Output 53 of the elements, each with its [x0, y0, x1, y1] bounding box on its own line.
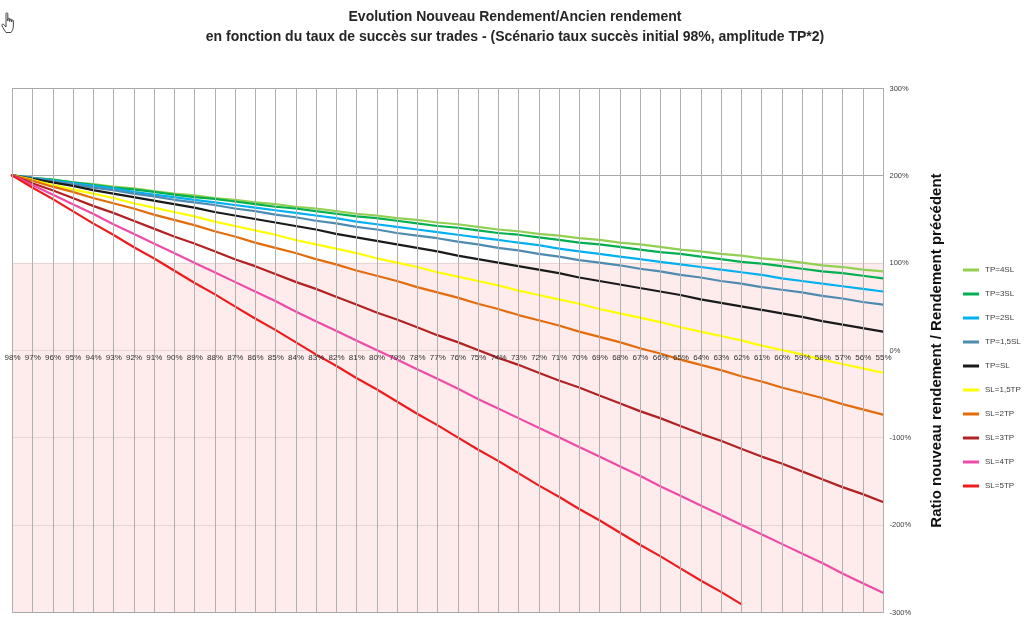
x-tick-label: 56%	[855, 352, 872, 362]
x-tick-label: 71%	[551, 352, 568, 362]
legend-label: SL=4TP	[985, 457, 1015, 466]
x-tick-label: 77%	[429, 352, 446, 362]
legend-label: SL=2TP	[985, 409, 1015, 418]
legend-label: TP=2SL	[985, 313, 1015, 322]
legend-label: TP=SL	[985, 361, 1011, 370]
x-tick-label: 72%	[531, 352, 548, 362]
y-axis-title: Ratio nouveau rendement / Rendement précédent	[926, 173, 944, 528]
x-tick-label: 57%	[834, 352, 851, 362]
legend-label: TP=4SL	[985, 265, 1015, 274]
x-tick-label: 75%	[470, 352, 487, 362]
x-tick-label: 92%	[126, 352, 143, 362]
x-tick-label: 98%	[4, 352, 21, 362]
legend-label: TP=3SL	[985, 289, 1015, 298]
x-tick-label: 97%	[24, 352, 41, 362]
legend-label: SL=5TP	[985, 481, 1015, 490]
chart-subtitle: en fonction du taux de succès sur trades - (Scénario taux succès initial 98%, amplitude TP*2)	[205, 28, 825, 44]
x-tick-label: 67%	[632, 352, 649, 362]
x-tick-label: 63%	[713, 352, 730, 362]
x-tick-label: 60%	[774, 352, 791, 362]
x-tick-label: 68%	[612, 352, 629, 362]
x-tick-label: 91%	[146, 352, 163, 362]
x-tick-label: 78%	[409, 352, 426, 362]
x-tick-label: 94%	[85, 352, 102, 362]
x-tick-label: 95%	[65, 352, 82, 362]
x-tick-label: 81%	[348, 352, 365, 362]
x-tick-label: 66%	[652, 352, 669, 362]
x-tick-label: 70%	[571, 352, 588, 362]
legend-label: SL=3TP	[985, 433, 1015, 442]
x-tick-label: 84%	[288, 352, 305, 362]
x-tick-label: 87%	[227, 352, 244, 362]
x-tick-label: 80%	[369, 352, 386, 362]
x-tick-label: 85%	[267, 352, 284, 362]
x-tick-label: 76%	[450, 352, 467, 362]
x-tick-label: 73%	[510, 352, 527, 362]
x-tick-label: 88%	[207, 352, 224, 362]
x-tick-label: 86%	[247, 352, 264, 362]
x-tick-label: 61%	[753, 352, 770, 362]
legend-label: TP=1,5SL	[985, 337, 1022, 346]
x-tick-label: 69%	[591, 352, 608, 362]
x-tick-label: 55%	[875, 352, 892, 362]
x-tick-label: 89%	[186, 352, 203, 362]
x-tick-label: 62%	[733, 352, 750, 362]
legend-label: SL=1,5TP	[985, 385, 1021, 394]
x-tick-label: 64%	[693, 352, 710, 362]
line-series	[10, 174, 885, 333]
chart-title: Evolution Nouveau Rendement/Ancien rendement	[348, 8, 682, 24]
x-tick-label: 96%	[45, 352, 62, 362]
x-tick-label: 93%	[105, 352, 122, 362]
x-tick-label: 59%	[794, 352, 811, 362]
x-tick-label: 90%	[166, 352, 183, 362]
x-tick-label: 82%	[328, 352, 345, 362]
